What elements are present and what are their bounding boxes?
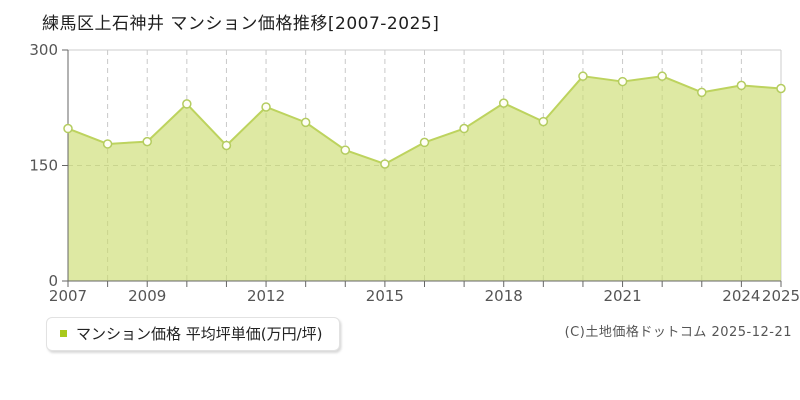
chart-title: 練馬区上石神井 マンション価格推移[2007-2025] xyxy=(42,14,440,34)
svg-text:300: 300 xyxy=(29,41,58,59)
legend-label: マンション価格 平均坪単価(万円/坪) xyxy=(76,325,323,343)
svg-text:2024: 2024 xyxy=(722,287,760,305)
svg-text:2007: 2007 xyxy=(49,287,87,305)
svg-text:2018: 2018 xyxy=(485,287,523,305)
svg-text:2025: 2025 xyxy=(762,287,800,305)
svg-text:2021: 2021 xyxy=(603,287,641,305)
svg-text:2009: 2009 xyxy=(128,287,166,305)
svg-text:0: 0 xyxy=(48,272,58,290)
copyright-text: (C)土地価格ドットコム 2025-12-21 xyxy=(564,325,792,340)
svg-text:2012: 2012 xyxy=(247,287,285,305)
svg-text:2015: 2015 xyxy=(366,287,404,305)
legend: マンション価格 平均坪単価(万円/坪) xyxy=(46,317,340,351)
legend-marker-icon xyxy=(60,330,67,337)
svg-text:150: 150 xyxy=(29,157,58,175)
